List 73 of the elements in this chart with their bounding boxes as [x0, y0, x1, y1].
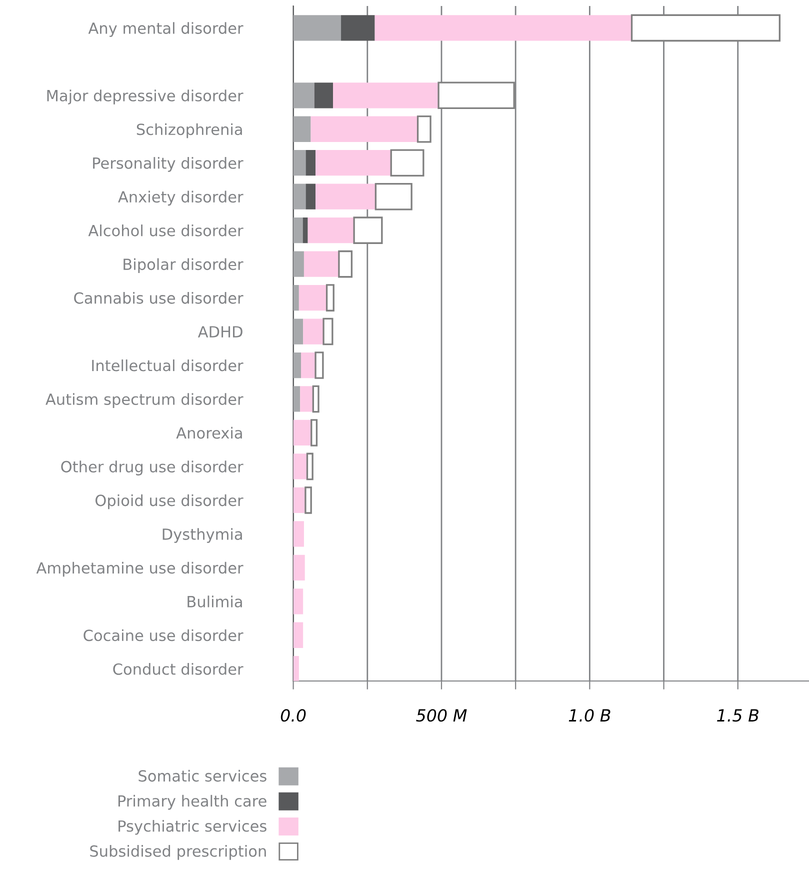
bar	[304, 486, 312, 514]
y-tick-label: Dysthymia	[162, 528, 242, 543]
bar	[416, 115, 432, 143]
legend-label: Subsidised prescription	[90, 845, 266, 860]
bar	[326, 284, 334, 312]
bar	[310, 116, 418, 142]
bar	[314, 352, 324, 379]
y-tick-label: Bipolar disorder	[124, 258, 244, 274]
y-tick-label: Major depressive disorder	[47, 90, 244, 104]
bar	[322, 318, 334, 346]
bar	[310, 419, 318, 446]
legend-label: Primary health care	[118, 794, 266, 810]
legend-label: Somatic services	[138, 770, 266, 782]
y-tick-label: Schizophrenia	[136, 123, 242, 138]
bar	[304, 251, 339, 277]
bar	[314, 82, 334, 108]
bar	[293, 656, 299, 681]
y-tick-label: Other drug use disorder	[61, 460, 244, 476]
bar	[308, 218, 354, 244]
y-tick-label: Anxiety disorder	[118, 190, 244, 206]
bar	[293, 284, 299, 311]
y-tick-label: Conduct disorder	[113, 663, 244, 675]
y-tick-label: Cocaine use disorder	[84, 629, 244, 642]
bar	[293, 251, 304, 277]
x-tick-label: 500 M	[416, 709, 467, 722]
bar	[374, 15, 632, 41]
legend-label: Psychiatric services	[118, 820, 266, 835]
bar	[390, 149, 424, 177]
bar	[293, 318, 304, 344]
bar	[333, 82, 439, 108]
bar	[293, 82, 314, 108]
bar	[293, 420, 312, 446]
bar	[293, 184, 306, 210]
y-tick-label: Any mental disorder	[88, 22, 244, 37]
bar	[316, 150, 392, 176]
bar	[306, 150, 316, 176]
y-tick-label: Personality disorder	[93, 157, 244, 172]
bar	[312, 385, 320, 413]
bar	[293, 622, 304, 648]
bar	[293, 218, 303, 244]
x-tick-label: 1.0 B	[568, 709, 610, 722]
bar	[338, 250, 353, 278]
bar	[316, 184, 376, 210]
bar	[293, 554, 305, 580]
y-tick-label: Intellectual disorder	[92, 359, 244, 372]
bar	[303, 318, 324, 344]
y-tick-label: Autism spectrum disorder	[46, 393, 244, 408]
bar	[293, 521, 304, 547]
bar	[374, 182, 412, 210]
bar	[341, 15, 375, 41]
y-tick-label: ADHD	[198, 326, 242, 338]
bar	[293, 386, 300, 412]
y-tick-label: Cannabis use disorder	[74, 292, 244, 304]
bar	[293, 352, 302, 378]
bar	[301, 352, 316, 378]
x-tick-label: 0.0	[280, 709, 306, 722]
bar	[293, 487, 306, 514]
y-tick-label: Anorexia	[176, 426, 242, 439]
bar	[298, 284, 327, 311]
bar	[293, 116, 311, 142]
x-tick-label: 1.5 B	[717, 709, 758, 722]
bar	[302, 218, 308, 244]
bar	[293, 454, 308, 480]
y-tick-label: Alcohol use disorder	[88, 224, 244, 236]
bar	[293, 150, 306, 176]
y-tick-label: Bulimia	[188, 596, 242, 608]
bar	[293, 15, 342, 41]
y-tick-label: Amphetamine use disorder	[36, 562, 244, 577]
bar	[300, 386, 314, 412]
bar	[293, 588, 304, 614]
bar	[306, 452, 314, 480]
bar	[306, 184, 316, 210]
y-tick-label: Opioid use disorder	[96, 494, 244, 510]
